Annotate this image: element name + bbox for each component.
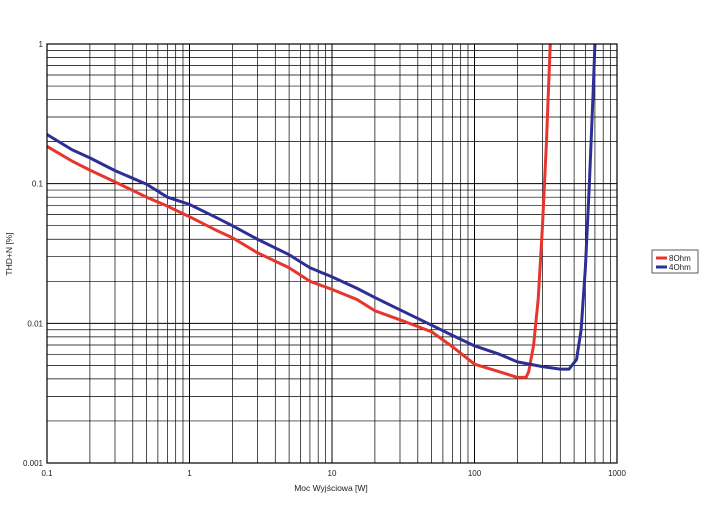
x-tick-label: 100: [468, 469, 482, 478]
y-tick-label: 1: [39, 40, 44, 49]
y-axis-label: THD+N [%]: [4, 232, 14, 275]
y-tick-label: 0.1: [32, 180, 44, 189]
y-tick-label: 0.01: [27, 319, 43, 328]
legend-label-4ohm: 4Ohm: [669, 263, 691, 272]
plot-frame: [46, 43, 618, 464]
x-tick-label: 0.1: [41, 469, 53, 478]
x-tick-labels: 0.1 1 10 100 1000: [41, 469, 626, 478]
x-tick-label: 10: [328, 469, 337, 478]
series-line-4ohm: [47, 44, 597, 371]
series-lines: [47, 44, 597, 379]
y-tick-labels: 0.001 0.01 0.1 1: [23, 40, 44, 468]
x-axis-label: Moc Wyjściowa [W]: [294, 483, 368, 493]
y-tick-label: 0.001: [23, 459, 44, 468]
series-line-8ohm: [47, 44, 552, 379]
x-tick-label: 1000: [608, 469, 626, 478]
grid: [46, 44, 617, 464]
legend-label-8ohm: 8Ohm: [669, 254, 691, 263]
x-tick-label: 1: [187, 469, 192, 478]
